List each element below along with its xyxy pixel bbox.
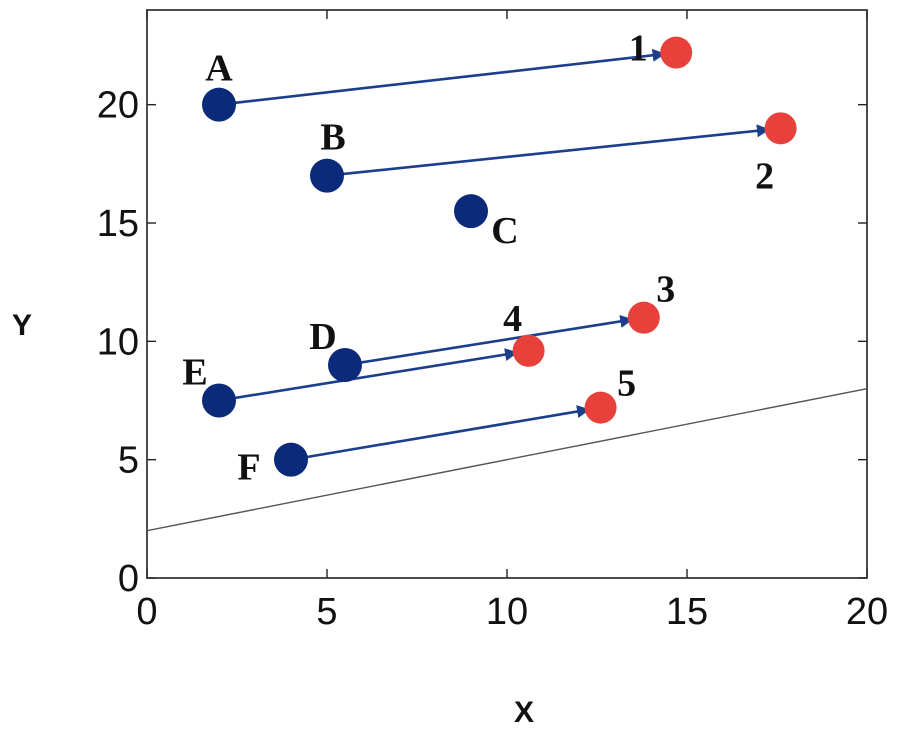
target-label-5: 5 xyxy=(617,363,636,405)
target-point-2 xyxy=(764,112,797,145)
arrow-a-to-1 xyxy=(232,48,666,105)
target-point-4 xyxy=(512,334,545,367)
source-point-c xyxy=(454,194,488,229)
source-label-b: B xyxy=(320,117,345,159)
source-point-f xyxy=(274,442,308,477)
y-tick-label: 20 xyxy=(97,85,139,127)
y-axis-title: Y xyxy=(12,309,32,342)
target-point-3 xyxy=(627,301,660,334)
target-label-2: 2 xyxy=(755,155,774,197)
reference-line xyxy=(146,387,868,532)
source-point-b xyxy=(310,158,344,193)
source-label-f: F xyxy=(237,447,260,489)
arrow-b-to-2 xyxy=(340,124,770,176)
plot-frame xyxy=(146,9,868,579)
x-tick-label: 15 xyxy=(666,591,708,633)
y-tick-label: 15 xyxy=(97,203,139,245)
source-label-c: C xyxy=(491,210,518,252)
x-tick-label: 0 xyxy=(136,591,157,633)
y-tick-label: 0 xyxy=(118,558,139,600)
source-label-e: E xyxy=(182,352,207,394)
target-label-1: 1 xyxy=(629,28,648,70)
x-tick-label: 20 xyxy=(846,591,888,633)
x-tick-label: 10 xyxy=(486,591,528,633)
source-point-d xyxy=(328,348,362,382)
y-tick-label: 5 xyxy=(118,440,139,482)
target-point-1 xyxy=(660,36,693,69)
arrow-e-to-4 xyxy=(232,348,519,400)
source-label-a: A xyxy=(205,48,233,90)
arrow-d-to-3 xyxy=(358,314,634,365)
y-tick-label: 10 xyxy=(97,321,139,363)
target-label-3: 3 xyxy=(656,269,675,311)
target-label-4: 4 xyxy=(503,298,522,340)
source-point-a xyxy=(202,87,236,122)
arrow-f-to-5 xyxy=(304,405,591,459)
target-point-5 xyxy=(584,391,617,424)
x-axis-title: X xyxy=(514,696,534,729)
source-label-d: D xyxy=(309,316,336,358)
x-tick-label: 5 xyxy=(316,591,337,633)
source-point-e xyxy=(202,383,236,418)
